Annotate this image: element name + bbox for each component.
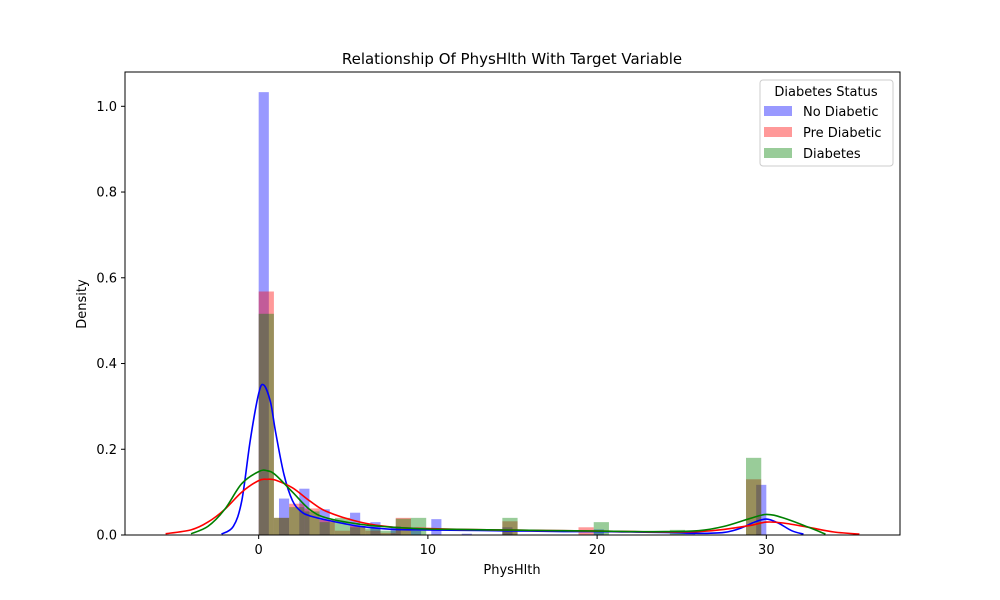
y-tick-label: 1.0 <box>96 100 117 115</box>
y-tick-label: 0.2 <box>96 443 117 458</box>
bar-pre-diabetic-8 <box>380 532 396 535</box>
bar-diabetes-9 <box>395 518 411 535</box>
legend-label-pre-diabetic: Pre Diabetic <box>803 126 882 141</box>
bar-pre-diabetic-0 <box>258 291 274 535</box>
bar-no-diabetic-4 <box>299 488 310 535</box>
legend-box <box>759 79 894 167</box>
legend-swatch-diabetes <box>764 148 792 158</box>
bar-diabetes-2 <box>289 507 305 535</box>
bar-pre-diabetic-7 <box>365 530 381 535</box>
bar-diabetes-6 <box>350 527 366 535</box>
x-tick-label: 30 <box>758 543 775 558</box>
x-tick-label: 20 <box>589 543 606 558</box>
legend-label-diabetes: Diabetes <box>803 147 861 162</box>
axes: 0 10 20 30 0.0 0.2 0.4 0.6 0.8 1.0 <box>96 71 901 558</box>
bar-diabetes-4 <box>319 522 335 535</box>
histogram-bars <box>258 92 767 535</box>
bar-no-diabetic-20 <box>461 533 472 535</box>
legend: Diabetes Status No Diabetic Pre Diabetic… <box>759 79 894 167</box>
kde-line-diabetes <box>190 469 826 535</box>
bar-diabetes-16 <box>502 517 518 535</box>
bar-no-diabetic-0 <box>258 92 269 535</box>
legend-label-no-diabetic: No Diabetic <box>803 105 879 120</box>
y-tick-label: 0.4 <box>96 357 117 372</box>
bar-pre-diabetic-9 <box>395 517 411 535</box>
bar-no-diabetic-2 <box>278 498 290 535</box>
x-tick-label: 10 <box>420 543 437 558</box>
kde-curves <box>165 383 860 535</box>
bar-pre-diabetic-5 <box>334 530 351 535</box>
legend-title: Diabetes Status <box>774 85 877 100</box>
bar-diabetes-1 <box>273 517 290 535</box>
bar-pre-diabetic-6 <box>350 525 366 535</box>
bar-no-diabetic-49 <box>756 484 767 535</box>
bar-pre-diabetic-1 <box>273 517 290 535</box>
bar-diabetes-8 <box>380 530 396 535</box>
axes-frame <box>124 71 901 536</box>
bar-no-diabetic-6 <box>319 509 330 535</box>
bar-pre-diabetic-4 <box>319 519 335 535</box>
kde-line-no-diabetic <box>221 383 804 535</box>
y-tick-label: 0.8 <box>96 186 117 201</box>
y-tick-label: 0.6 <box>96 271 117 286</box>
bar-no-diabetic-15 <box>410 530 422 535</box>
bar-diabetes-10 <box>410 517 427 535</box>
chart-title: Relationship Of PhysHlth With Target Var… <box>342 50 682 68</box>
bar-no-diabetic-13 <box>390 526 401 535</box>
legend-swatch-no-diabetic <box>764 106 792 116</box>
legend-swatch-pre-diabetic <box>764 127 792 137</box>
bar-diabetes-22 <box>593 522 609 535</box>
x-axis-label: PhysHlth <box>483 563 540 578</box>
y-axis-label: Density <box>75 279 90 329</box>
bar-no-diabetic-17 <box>431 519 442 535</box>
bar-diabetes-7 <box>365 528 381 535</box>
bar-diabetes-0 <box>258 313 274 535</box>
x-tick-label: 0 <box>255 543 263 558</box>
y-tick-label: 0.0 <box>96 529 117 544</box>
